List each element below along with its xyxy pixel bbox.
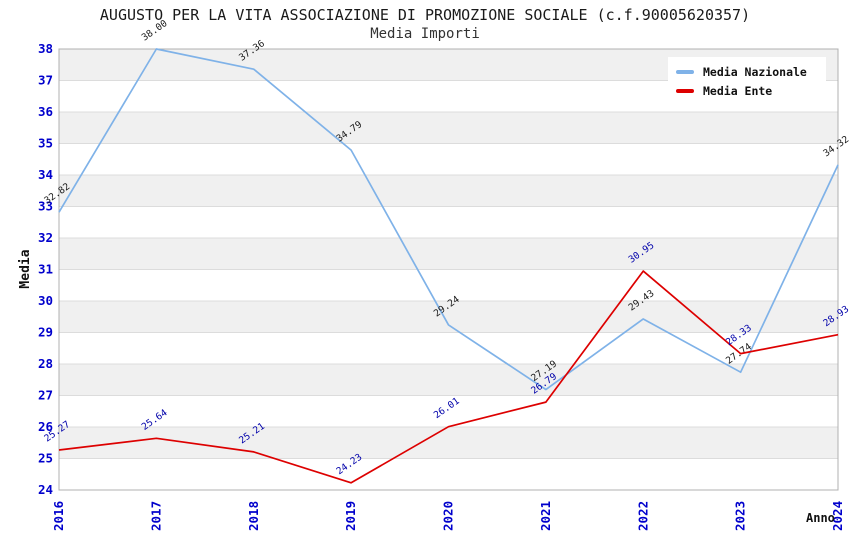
y-tick-label: 28	[38, 356, 53, 371]
x-tick-label: 2017	[148, 501, 163, 531]
y-tick-label: 25	[38, 451, 53, 466]
x-tick-label: 2020	[441, 501, 456, 531]
y-tick-label: 35	[38, 136, 53, 151]
plot-band	[59, 238, 838, 270]
plot-border	[58, 48, 839, 491]
legend-label: Media Ente	[703, 83, 773, 98]
y-tick-label: 27	[38, 388, 53, 403]
chart-title: AUGUSTO PER LA VITA ASSOCIAZIONE DI PROM…	[99, 6, 751, 24]
plot-band	[59, 427, 838, 459]
data-label-media-nazionale: 38.00	[140, 18, 170, 44]
plot-band	[59, 112, 838, 144]
series-line-media-ente	[58, 270, 839, 484]
data-label-media-ente: 26.01	[432, 396, 462, 422]
legend-swatch-media-ente	[676, 88, 694, 93]
y-tick-label: 36	[38, 104, 53, 119]
x-tick-label: 2018	[246, 501, 261, 531]
legend-label: Media Nazionale	[703, 64, 807, 79]
x-axis-title: Anno	[806, 511, 835, 525]
x-tick-label: 2023	[733, 501, 748, 531]
legend-row: Media Nazionale	[676, 62, 826, 81]
plot-band	[59, 175, 838, 207]
y-tick-label: 38	[38, 41, 53, 56]
x-tick-label: 2019	[343, 501, 358, 531]
y-tick-label: 33	[38, 199, 53, 214]
x-tick-label: 2022	[635, 501, 650, 531]
chart-subtitle: Media Importi	[370, 26, 480, 42]
x-tick-label: 2021	[538, 501, 553, 531]
y-tick-label: 37	[38, 73, 53, 88]
y-tick-label: 32	[38, 230, 53, 245]
y-tick-label: 30	[38, 293, 53, 308]
x-tick-label: 2016	[51, 501, 66, 531]
plot-band	[59, 364, 838, 396]
x-tick-label: 2024	[830, 501, 845, 531]
y-tick-label: 24	[38, 482, 53, 497]
y-axis-title: Media	[18, 249, 33, 289]
y-tick-label: 26	[38, 419, 53, 434]
plot-band	[59, 301, 838, 333]
y-tick-label: 31	[38, 262, 53, 277]
legend-row: Media Ente	[676, 81, 826, 100]
legend-swatch-media-nazionale	[676, 69, 694, 74]
y-tick-label: 34	[38, 167, 53, 182]
legend: Media Nazionale Media Ente	[668, 57, 826, 106]
y-tick-label: 29	[38, 325, 53, 340]
series-line-media-nazionale	[58, 48, 839, 391]
